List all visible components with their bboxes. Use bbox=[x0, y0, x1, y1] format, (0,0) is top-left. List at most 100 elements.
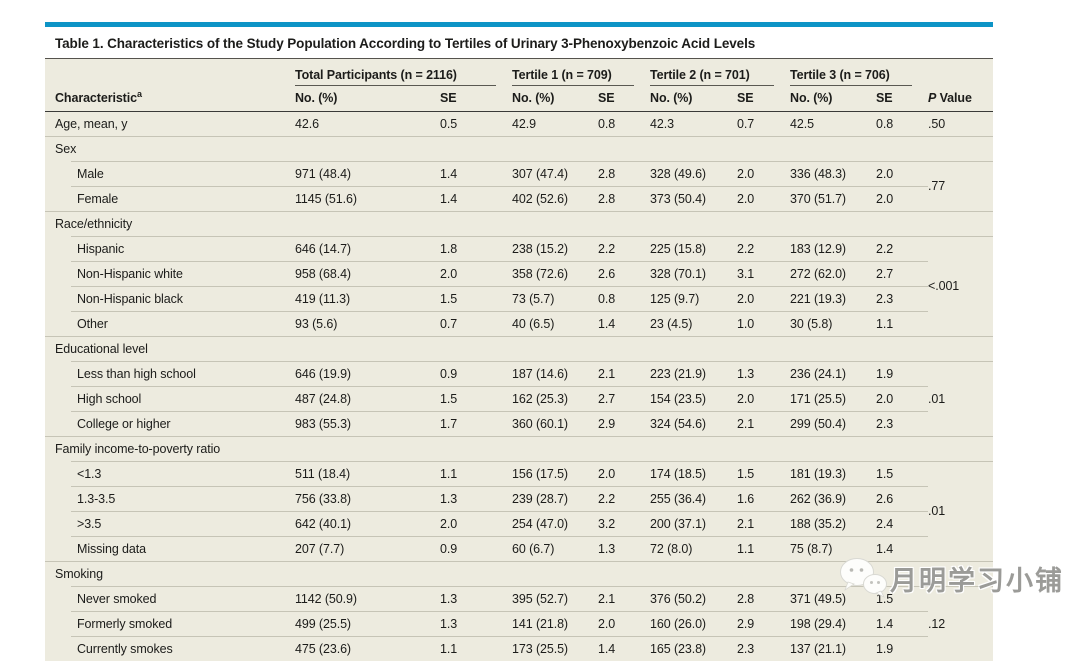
cell-value: 511 (18.4) bbox=[295, 461, 440, 486]
spanner-tertile-3: Tertile 3 (n = 706) bbox=[790, 59, 928, 86]
cell-value: 93 (5.6) bbox=[295, 311, 440, 336]
spanner-label: Tertile 1 (n = 709) bbox=[512, 65, 635, 86]
section-label: Sex bbox=[45, 136, 929, 161]
cell-p-value-empty bbox=[928, 336, 994, 361]
col-header-p-value: P Value bbox=[928, 86, 994, 112]
cell-value: 198 (29.4) bbox=[790, 611, 877, 636]
col-header-characteristic: Characteristica bbox=[45, 86, 295, 112]
col-header-se: SE bbox=[876, 86, 929, 112]
cell-value: 60 (6.7) bbox=[512, 536, 599, 561]
table-section-row: Family income-to-poverty ratio bbox=[45, 436, 994, 461]
cell-value: 1.4 bbox=[876, 611, 929, 636]
cell-value: 1.5 bbox=[737, 461, 791, 486]
spanner-tertile-2: Tertile 2 (n = 701) bbox=[650, 59, 790, 86]
cell-value: 2.0 bbox=[737, 286, 791, 311]
p-value-label: Value bbox=[936, 91, 972, 105]
table-data-row: Non-Hispanic black 419 (11.3) 1.5 73 (5.7) 0… bbox=[45, 286, 993, 311]
characteristic-label: Characteristic bbox=[55, 91, 137, 105]
cell-value: 646 (19.9) bbox=[295, 361, 440, 386]
cell-value: 42.3 bbox=[650, 116, 674, 131]
cell-value: 0.8 bbox=[876, 116, 894, 131]
cell-p-value-empty bbox=[928, 436, 994, 461]
section-label: Family income-to-poverty ratio bbox=[45, 436, 929, 461]
cell-value: 42.6 bbox=[295, 116, 319, 131]
cell-value: 487 (24.8) bbox=[295, 386, 440, 411]
cell-value: 756 (33.8) bbox=[295, 486, 440, 511]
cell-value: 3.1 bbox=[737, 261, 791, 286]
table-data-row: Hispanic 646 (14.7) 1.8 238 (15.2) 2.2 225 (1… bbox=[45, 236, 994, 293]
cell-value: 1.3 bbox=[440, 611, 513, 636]
cell-value: 402 (52.6) bbox=[512, 186, 599, 211]
cell-value: 2.1 bbox=[598, 361, 651, 386]
cell-value: 2.0 bbox=[598, 611, 651, 636]
cell-value: 360 (60.1) bbox=[512, 411, 599, 436]
col-header-no-pct: No. (%) bbox=[512, 86, 599, 112]
cell-value: 1.1 bbox=[737, 536, 791, 561]
cell-value: 2.6 bbox=[876, 486, 929, 511]
cell-value: 1.4 bbox=[598, 636, 651, 661]
characteristics-table: Total Participants (n = 2116) Tertile 1 … bbox=[45, 59, 994, 661]
cell-value: 2.2 bbox=[598, 236, 651, 261]
spanner-total-participants: Total Participants (n = 2116) bbox=[295, 59, 512, 86]
cell-p-value-empty bbox=[928, 136, 994, 161]
table-data-row: College or higher 983 (55.3) 1.7 360 (60.1)… bbox=[45, 411, 993, 436]
cell-value: 371 (49.5) bbox=[790, 586, 877, 611]
cell-value: 171 (25.5) bbox=[790, 386, 877, 411]
cell-value: 141 (21.8) bbox=[512, 611, 599, 636]
cell-value: 324 (54.6) bbox=[650, 411, 738, 436]
cell-value: 2.3 bbox=[876, 411, 929, 436]
row-label: Never smoked bbox=[45, 586, 295, 611]
cell-value: 1.9 bbox=[876, 361, 929, 386]
cell-value: 238 (15.2) bbox=[512, 236, 599, 261]
cell-value: 475 (23.6) bbox=[295, 636, 440, 661]
cell-value: 73 (5.7) bbox=[512, 286, 599, 311]
cell-value: 1.1 bbox=[440, 461, 513, 486]
section-label: Educational level bbox=[45, 336, 929, 361]
table-section-row: Race/ethnicity bbox=[45, 211, 994, 236]
accent-bar bbox=[45, 22, 993, 27]
cell-value: 2.9 bbox=[737, 611, 791, 636]
cell-value: 23 (4.5) bbox=[650, 311, 738, 336]
cell-value: 370 (51.7) bbox=[790, 186, 877, 211]
row-label: <1.3 bbox=[45, 461, 295, 486]
row-label: Formerly smoked bbox=[45, 611, 295, 636]
table-title: Table 1. Characteristics of the Study Po… bbox=[45, 27, 993, 59]
cell-value: 0.8 bbox=[598, 116, 616, 131]
footnote-marker: a bbox=[136, 88, 142, 99]
row-label: Currently smokes bbox=[45, 636, 295, 661]
cell-p-value: .12 bbox=[928, 586, 994, 661]
cell-value: 0.9 bbox=[440, 536, 513, 561]
col-header-se: SE bbox=[737, 86, 791, 112]
row-label: Missing data bbox=[45, 536, 295, 561]
cell-value: 1.3 bbox=[440, 486, 513, 511]
cell-value: 971 (48.4) bbox=[295, 161, 440, 186]
cell-value: 1.5 bbox=[440, 286, 513, 311]
cell-value: 2.7 bbox=[598, 386, 651, 411]
cell-value: 983 (55.3) bbox=[295, 411, 440, 436]
cell-value: 1.1 bbox=[876, 311, 929, 336]
cell-value: 1.3 bbox=[737, 361, 791, 386]
table-section-row: Educational level bbox=[45, 336, 994, 361]
row-label: Hispanic bbox=[45, 236, 295, 261]
cell-value: 0.7 bbox=[440, 311, 513, 336]
cell-value: 162 (25.3) bbox=[512, 386, 599, 411]
cell-value: 299 (50.4) bbox=[790, 411, 877, 436]
cell-value: 0.7 bbox=[737, 116, 755, 131]
cell-value: 1.4 bbox=[440, 186, 513, 211]
cell-value: 225 (15.8) bbox=[650, 236, 738, 261]
row-label: Non-Hispanic black bbox=[45, 286, 295, 311]
cell-value: 2.3 bbox=[737, 636, 791, 661]
cell-p-value: <.001 bbox=[928, 236, 994, 336]
table-data-row: Never smoked 1142 (50.9) 1.3 395 (52.7) 2.1 3… bbox=[45, 586, 994, 631]
cell-value: 1.8 bbox=[440, 236, 513, 261]
cell-value: 2.0 bbox=[440, 511, 513, 536]
cell-value: 1.1 bbox=[440, 636, 513, 661]
col-header-no-pct: No. (%) bbox=[790, 86, 877, 112]
cell-value: 328 (49.6) bbox=[650, 161, 738, 186]
cell-value: 419 (11.3) bbox=[295, 286, 440, 311]
spanner-label: Tertile 2 (n = 701) bbox=[650, 65, 775, 86]
cell-value: 1.0 bbox=[737, 311, 791, 336]
table-data-row: Formerly smoked 499 (25.5) 1.3 141 (21.8) 2.… bbox=[45, 611, 993, 636]
cell-p-value: .77 bbox=[928, 161, 994, 211]
col-header-se: SE bbox=[598, 86, 651, 112]
